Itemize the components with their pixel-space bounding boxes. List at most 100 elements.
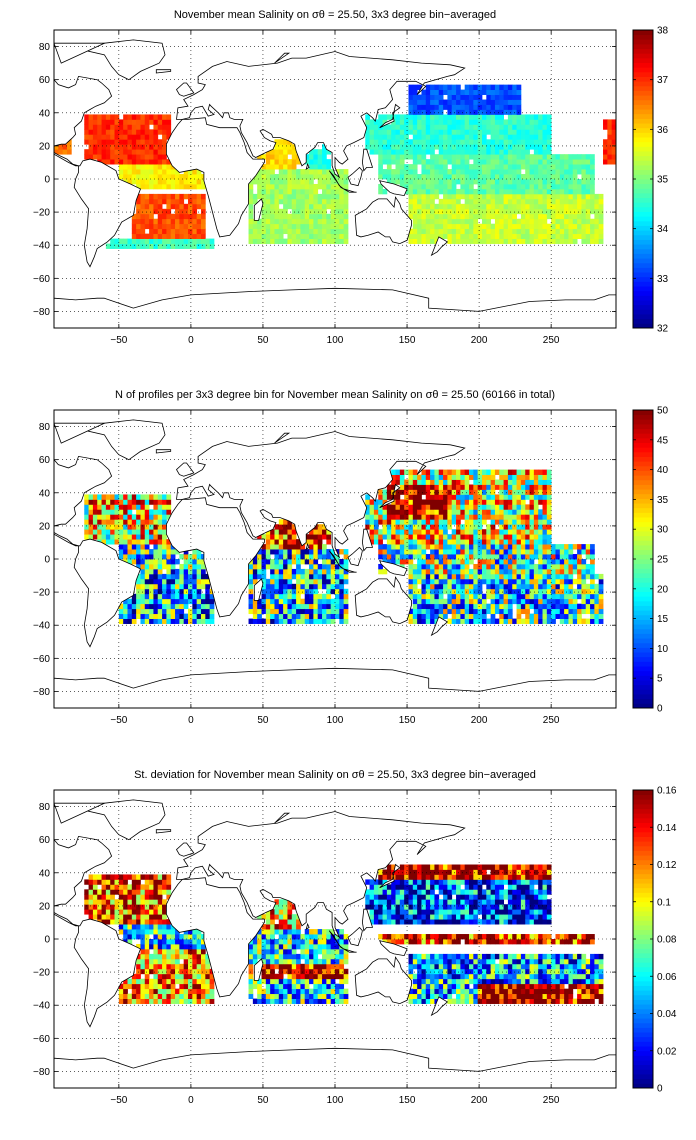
data-cell bbox=[317, 179, 323, 185]
data-cell bbox=[473, 114, 479, 120]
data-cell bbox=[313, 149, 319, 155]
data-cell bbox=[339, 233, 345, 239]
data-cell bbox=[564, 549, 569, 555]
data-cell bbox=[460, 474, 466, 480]
data-cell bbox=[611, 159, 616, 165]
data-cell bbox=[322, 563, 327, 570]
data-cell bbox=[162, 559, 167, 565]
data-cell bbox=[525, 509, 530, 515]
data-cell bbox=[296, 539, 301, 545]
data-cell bbox=[97, 154, 102, 160]
colorbar-segment bbox=[633, 410, 653, 416]
data-cell bbox=[399, 169, 405, 175]
data-cell bbox=[270, 598, 275, 605]
data-cell bbox=[153, 134, 159, 140]
data-cell bbox=[105, 134, 111, 140]
colorbar-segment bbox=[633, 211, 653, 217]
data-cell bbox=[542, 524, 548, 530]
data-cell bbox=[607, 119, 613, 125]
data-cell bbox=[408, 154, 414, 160]
data-cell bbox=[481, 169, 487, 175]
data-cell bbox=[175, 588, 180, 595]
data-cell bbox=[265, 238, 271, 244]
data-cell bbox=[572, 159, 578, 165]
data-cell bbox=[140, 929, 146, 935]
data-cell bbox=[551, 549, 556, 555]
data-cell bbox=[330, 578, 336, 585]
data-cell bbox=[434, 613, 440, 619]
data-cell bbox=[594, 193, 600, 200]
data-cell bbox=[287, 563, 293, 570]
data-cell bbox=[123, 159, 128, 165]
data-cell bbox=[464, 608, 470, 615]
data-cell bbox=[300, 169, 306, 175]
data-cell bbox=[153, 924, 159, 930]
data-cell bbox=[304, 573, 310, 580]
data-cell bbox=[512, 529, 517, 535]
data-cell bbox=[270, 529, 275, 535]
data-cell bbox=[274, 139, 280, 145]
data-cell bbox=[205, 603, 211, 610]
data-cell bbox=[330, 183, 336, 190]
data-cell bbox=[568, 603, 574, 610]
data-cell bbox=[430, 603, 435, 610]
data-cell bbox=[538, 179, 543, 185]
data-cell bbox=[512, 84, 517, 90]
data-cell bbox=[309, 159, 314, 165]
data-cell bbox=[140, 958, 146, 965]
data-cell bbox=[507, 139, 513, 145]
data-cell bbox=[140, 943, 146, 950]
data-cell bbox=[373, 539, 379, 545]
data-cell bbox=[520, 554, 526, 560]
data-cell bbox=[430, 119, 435, 125]
data-cell bbox=[153, 203, 159, 210]
data-cell bbox=[188, 618, 193, 624]
data-cell bbox=[559, 198, 565, 205]
data-cell bbox=[568, 578, 574, 585]
data-cell bbox=[516, 89, 522, 95]
colorbar-tick-label: 35 bbox=[657, 495, 669, 506]
data-cell bbox=[162, 499, 167, 505]
data-cell bbox=[200, 563, 206, 570]
data-cell bbox=[417, 174, 422, 180]
data-cell bbox=[248, 598, 254, 605]
data-cell bbox=[542, 208, 548, 215]
data-cell bbox=[309, 583, 314, 590]
data-cell bbox=[581, 218, 587, 225]
data-cell bbox=[581, 193, 587, 200]
data-cell bbox=[425, 559, 431, 565]
data-cell bbox=[404, 509, 409, 515]
data-cell bbox=[533, 213, 539, 220]
data-cell bbox=[127, 559, 133, 565]
data-cell bbox=[568, 549, 574, 555]
data-cell bbox=[520, 573, 526, 580]
data-cell bbox=[205, 578, 211, 585]
data-cell bbox=[538, 549, 543, 555]
data-cell bbox=[274, 223, 280, 230]
data-cell bbox=[144, 544, 150, 550]
data-cell bbox=[473, 213, 479, 220]
data-cell bbox=[520, 119, 526, 125]
data-cell bbox=[512, 474, 517, 480]
data-cell bbox=[525, 484, 530, 490]
data-cell bbox=[278, 154, 284, 160]
data-cell bbox=[330, 213, 336, 220]
data-cell bbox=[309, 174, 314, 180]
colorbar-segment bbox=[633, 295, 653, 301]
data-cell bbox=[278, 228, 284, 235]
data-cell bbox=[183, 228, 189, 235]
data-cell bbox=[430, 494, 435, 500]
y-tick-label: 60 bbox=[39, 75, 51, 86]
data-cell bbox=[598, 198, 604, 205]
data-cell bbox=[144, 519, 150, 525]
data-cell bbox=[278, 169, 284, 175]
data-cell bbox=[287, 169, 293, 175]
data-cell bbox=[127, 998, 133, 1004]
data-cell bbox=[378, 174, 383, 180]
data-cell bbox=[183, 218, 189, 225]
data-cell bbox=[170, 549, 176, 555]
data-cell bbox=[421, 144, 427, 150]
data-cell bbox=[447, 89, 453, 95]
data-cell bbox=[538, 568, 543, 575]
data-cell bbox=[434, 89, 440, 95]
